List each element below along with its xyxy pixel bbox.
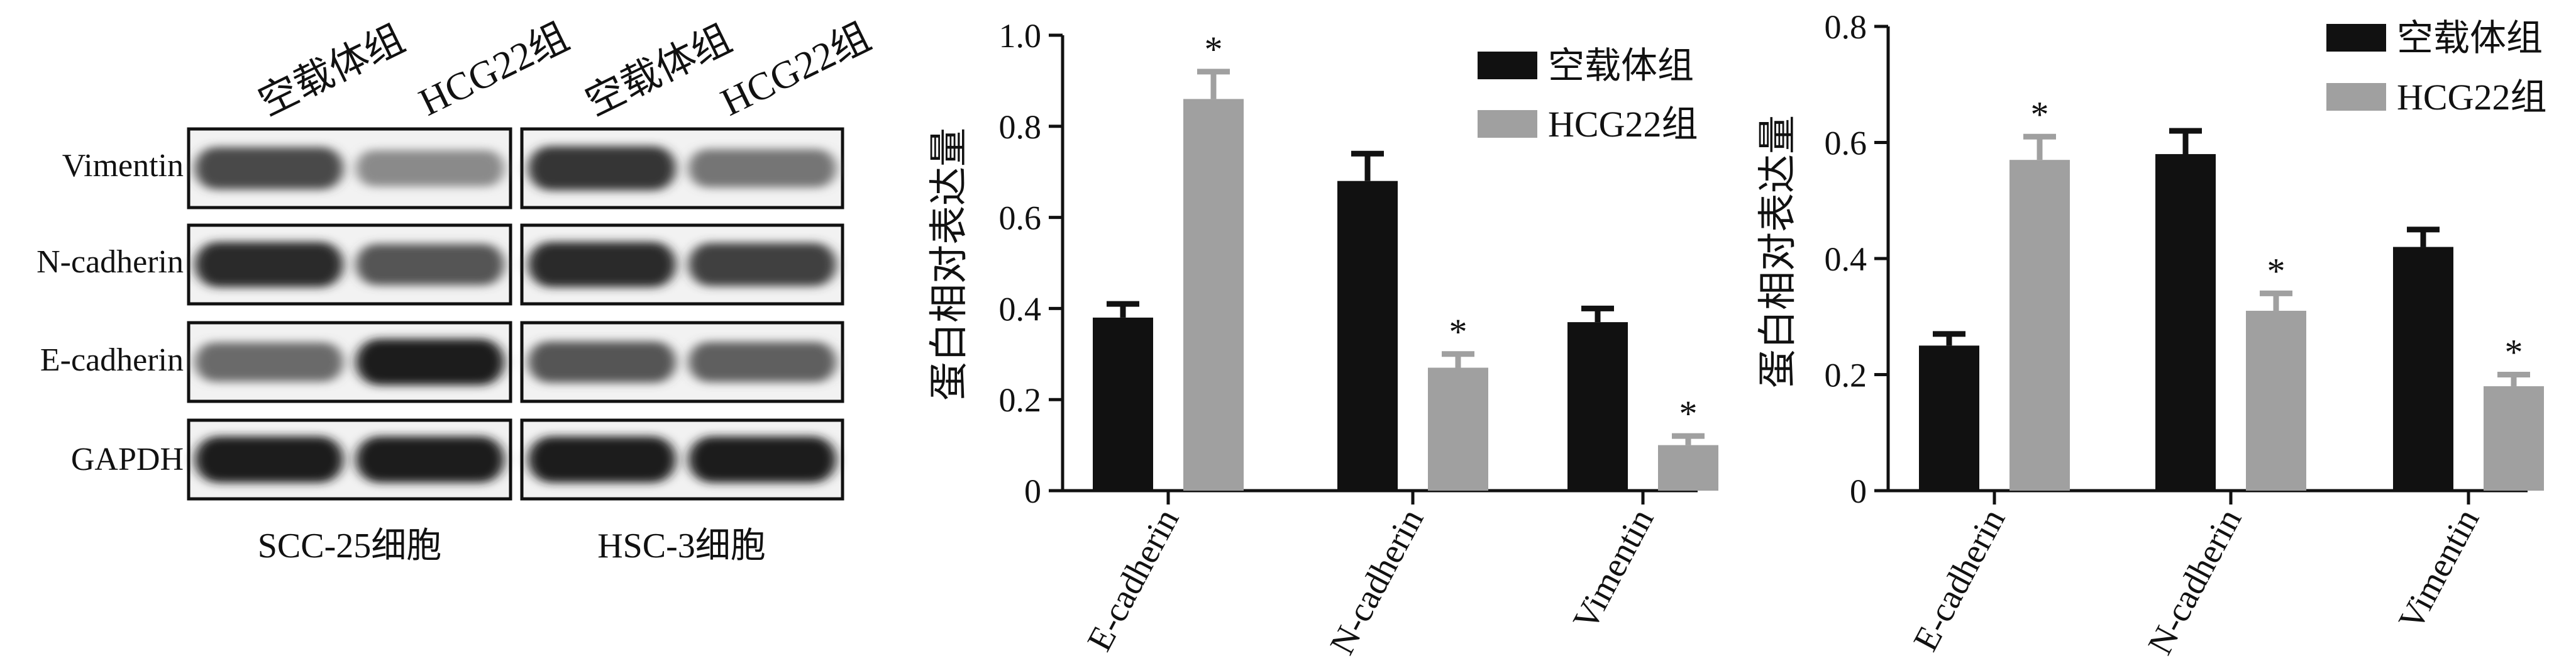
y-tick-label: 0.8 [999, 108, 1042, 146]
blot-band [688, 149, 836, 187]
blot-band [688, 436, 836, 483]
blot-band [528, 242, 676, 287]
lane-label: HCG22组 [714, 16, 877, 125]
western-blot-panel: 空载体组 HCG22组 空载体组 HCG22组 Vimentin N-cadhe… [36, 16, 877, 566]
cell-labels: SCC-25细胞 HSC-3细胞 [258, 527, 766, 566]
x-tick-label: Vimentin [2391, 503, 2487, 637]
y-tick-label: 1.0 [999, 17, 1042, 55]
blot-band [688, 342, 836, 382]
legend: 空载体组 HCG22组 [2326, 18, 2546, 118]
significance-marker: * [1449, 311, 1468, 352]
row-labels: Vimentin N-cadherin E-cadherin GAPDH [36, 148, 184, 477]
y-axis-label: 蛋白相对表达量 [1757, 115, 1799, 388]
x-tick-label: N-cadherin [1322, 503, 1431, 658]
bar [1658, 445, 1718, 491]
legend-label: HCG22组 [2397, 77, 2546, 118]
blot-boxes [187, 127, 844, 501]
x-tick-label: E-cadherin [1906, 503, 2013, 657]
row-label: GAPDH [71, 442, 184, 477]
legend-label: HCG22组 [1548, 104, 1698, 145]
lane-label: HCG22组 [412, 16, 575, 125]
y-tick-label: 0.4 [999, 290, 1042, 328]
bar [1428, 367, 1488, 491]
row-label: E-cadherin [40, 342, 184, 378]
row-label: N-cadherin [36, 244, 184, 280]
legend-swatch [2326, 83, 2386, 111]
legend-swatch [2326, 24, 2386, 52]
legend-label: 空载体组 [1548, 45, 1694, 86]
bar [1337, 181, 1398, 491]
y-tick-label: 0.6 [999, 199, 1042, 237]
bar [2246, 311, 2306, 491]
bar-chart-hsc3: 蛋白相对表达量 0 0.2 0.4 0.6 0.8 E-cadherin * N-cadher… [1757, 8, 2546, 658]
significance-marker: * [1679, 393, 1698, 434]
significance-marker: * [1205, 29, 1223, 70]
bar [1919, 345, 1979, 491]
lane-label: 空载体组 [252, 18, 411, 125]
significance-marker: * [2267, 250, 2286, 291]
bar [1183, 99, 1244, 491]
legend-swatch [1478, 52, 1537, 79]
y-tick-label: 0.8 [1825, 8, 1867, 46]
row-label: Vimentin [62, 148, 184, 184]
legend-label: 空载体组 [2397, 18, 2543, 59]
cell-label: SCC-25细胞 [258, 527, 442, 566]
x-tick-label: Vimentin [1566, 503, 1661, 637]
y-tick-label: 0.4 [1825, 240, 1867, 278]
blot-band [528, 146, 676, 191]
bar [2393, 247, 2453, 491]
blot-band [528, 341, 676, 383]
blot-band [356, 243, 504, 286]
bar [1093, 317, 1153, 491]
blot-band [195, 436, 343, 483]
bar [1567, 322, 1628, 491]
blot-band [356, 338, 504, 386]
blot-band [195, 147, 343, 190]
lane-label: 空载体组 [579, 18, 738, 125]
bar [2484, 386, 2544, 491]
y-tick-label: 0 [1024, 472, 1041, 510]
y-tick-label: 0 [1850, 472, 1867, 510]
legend: 空载体组 HCG22组 [1478, 45, 1698, 145]
bar [2155, 153, 2216, 491]
y-tick-label: 0.6 [1825, 125, 1867, 162]
x-tick-label: N-cadherin [2140, 503, 2249, 658]
significance-marker: * [2031, 94, 2049, 135]
significance-marker: * [2505, 332, 2523, 373]
y-axis-label: 蛋白相对表达量 [928, 128, 971, 401]
legend-swatch [1478, 110, 1537, 138]
bar-chart-scc25: 蛋白相对表达量 0 0.2 0.4 0.6 0.8 1.0 E-cadherin * N-cad… [928, 17, 1718, 658]
blot-band [356, 436, 504, 483]
plot-area: 0 0.2 0.4 0.6 0.8 E-cadherin * N-cadherin * Vimen… [1825, 8, 2544, 658]
y-tick-label: 0.2 [999, 381, 1042, 419]
bar [2009, 160, 2070, 491]
blot-band [195, 342, 343, 382]
cell-label: HSC-3细胞 [597, 527, 766, 566]
blot-band [528, 436, 676, 483]
x-tick-label: E-cadherin [1080, 503, 1186, 657]
blot-band [688, 243, 836, 286]
lane-labels: 空载体组 HCG22组 空载体组 HCG22组 [252, 16, 877, 125]
blot-band [195, 242, 343, 287]
blot-band [356, 150, 504, 187]
y-tick-label: 0.2 [1825, 357, 1867, 394]
